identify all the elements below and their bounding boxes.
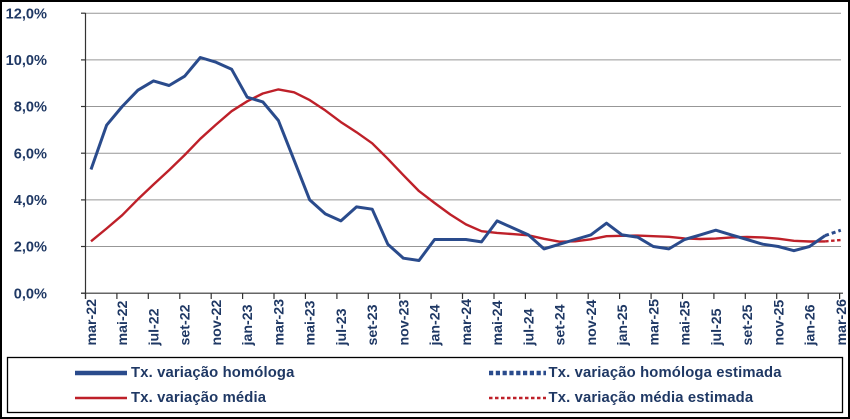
svg-text:jul-22: jul-22 xyxy=(147,308,163,346)
svg-text:mai-25: mai-25 xyxy=(678,300,694,345)
svg-text:set-24: set-24 xyxy=(553,304,569,345)
svg-text:jan-26: jan-26 xyxy=(803,304,819,346)
svg-text:mai-24: mai-24 xyxy=(490,300,506,345)
svg-text:nov-22: nov-22 xyxy=(209,300,225,346)
svg-text:set-22: set-22 xyxy=(178,304,194,345)
svg-text:set-25: set-25 xyxy=(740,304,756,345)
svg-text:10,0%: 10,0% xyxy=(6,53,47,69)
svg-text:nov-25: nov-25 xyxy=(771,300,787,346)
svg-text:8,0%: 8,0% xyxy=(14,100,47,116)
svg-text:Tx. variação homóloga: Tx. variação homóloga xyxy=(131,365,295,381)
svg-text:Tx. variação homóloga estimada: Tx. variação homóloga estimada xyxy=(549,365,783,381)
svg-text:Tx. variação média estimada: Tx. variação média estimada xyxy=(549,390,754,406)
svg-text:mar-26: mar-26 xyxy=(834,299,850,346)
svg-text:jul-24: jul-24 xyxy=(521,308,537,346)
svg-text:nov-23: nov-23 xyxy=(396,300,412,346)
svg-text:Tx. variação média: Tx. variação média xyxy=(131,390,267,406)
svg-text:jul-23: jul-23 xyxy=(334,308,350,346)
svg-text:jan-23: jan-23 xyxy=(240,304,256,346)
svg-text:jan-25: jan-25 xyxy=(615,304,631,346)
svg-text:12,0%: 12,0% xyxy=(6,6,47,22)
svg-text:2,0%: 2,0% xyxy=(14,240,47,256)
svg-text:6,0%: 6,0% xyxy=(14,146,47,162)
svg-text:mai-23: mai-23 xyxy=(303,300,319,345)
svg-text:nov-24: nov-24 xyxy=(584,300,600,346)
svg-text:set-23: set-23 xyxy=(365,304,381,345)
svg-text:mar-22: mar-22 xyxy=(84,299,100,346)
svg-text:mar-23: mar-23 xyxy=(271,299,287,346)
svg-text:4,0%: 4,0% xyxy=(14,193,47,209)
svg-text:mar-24: mar-24 xyxy=(459,299,475,346)
svg-text:jul-25: jul-25 xyxy=(709,308,725,346)
svg-text:mar-25: mar-25 xyxy=(646,299,662,346)
svg-text:0,0%: 0,0% xyxy=(14,286,47,302)
svg-text:jan-24: jan-24 xyxy=(428,304,444,346)
svg-text:mai-22: mai-22 xyxy=(115,300,131,345)
